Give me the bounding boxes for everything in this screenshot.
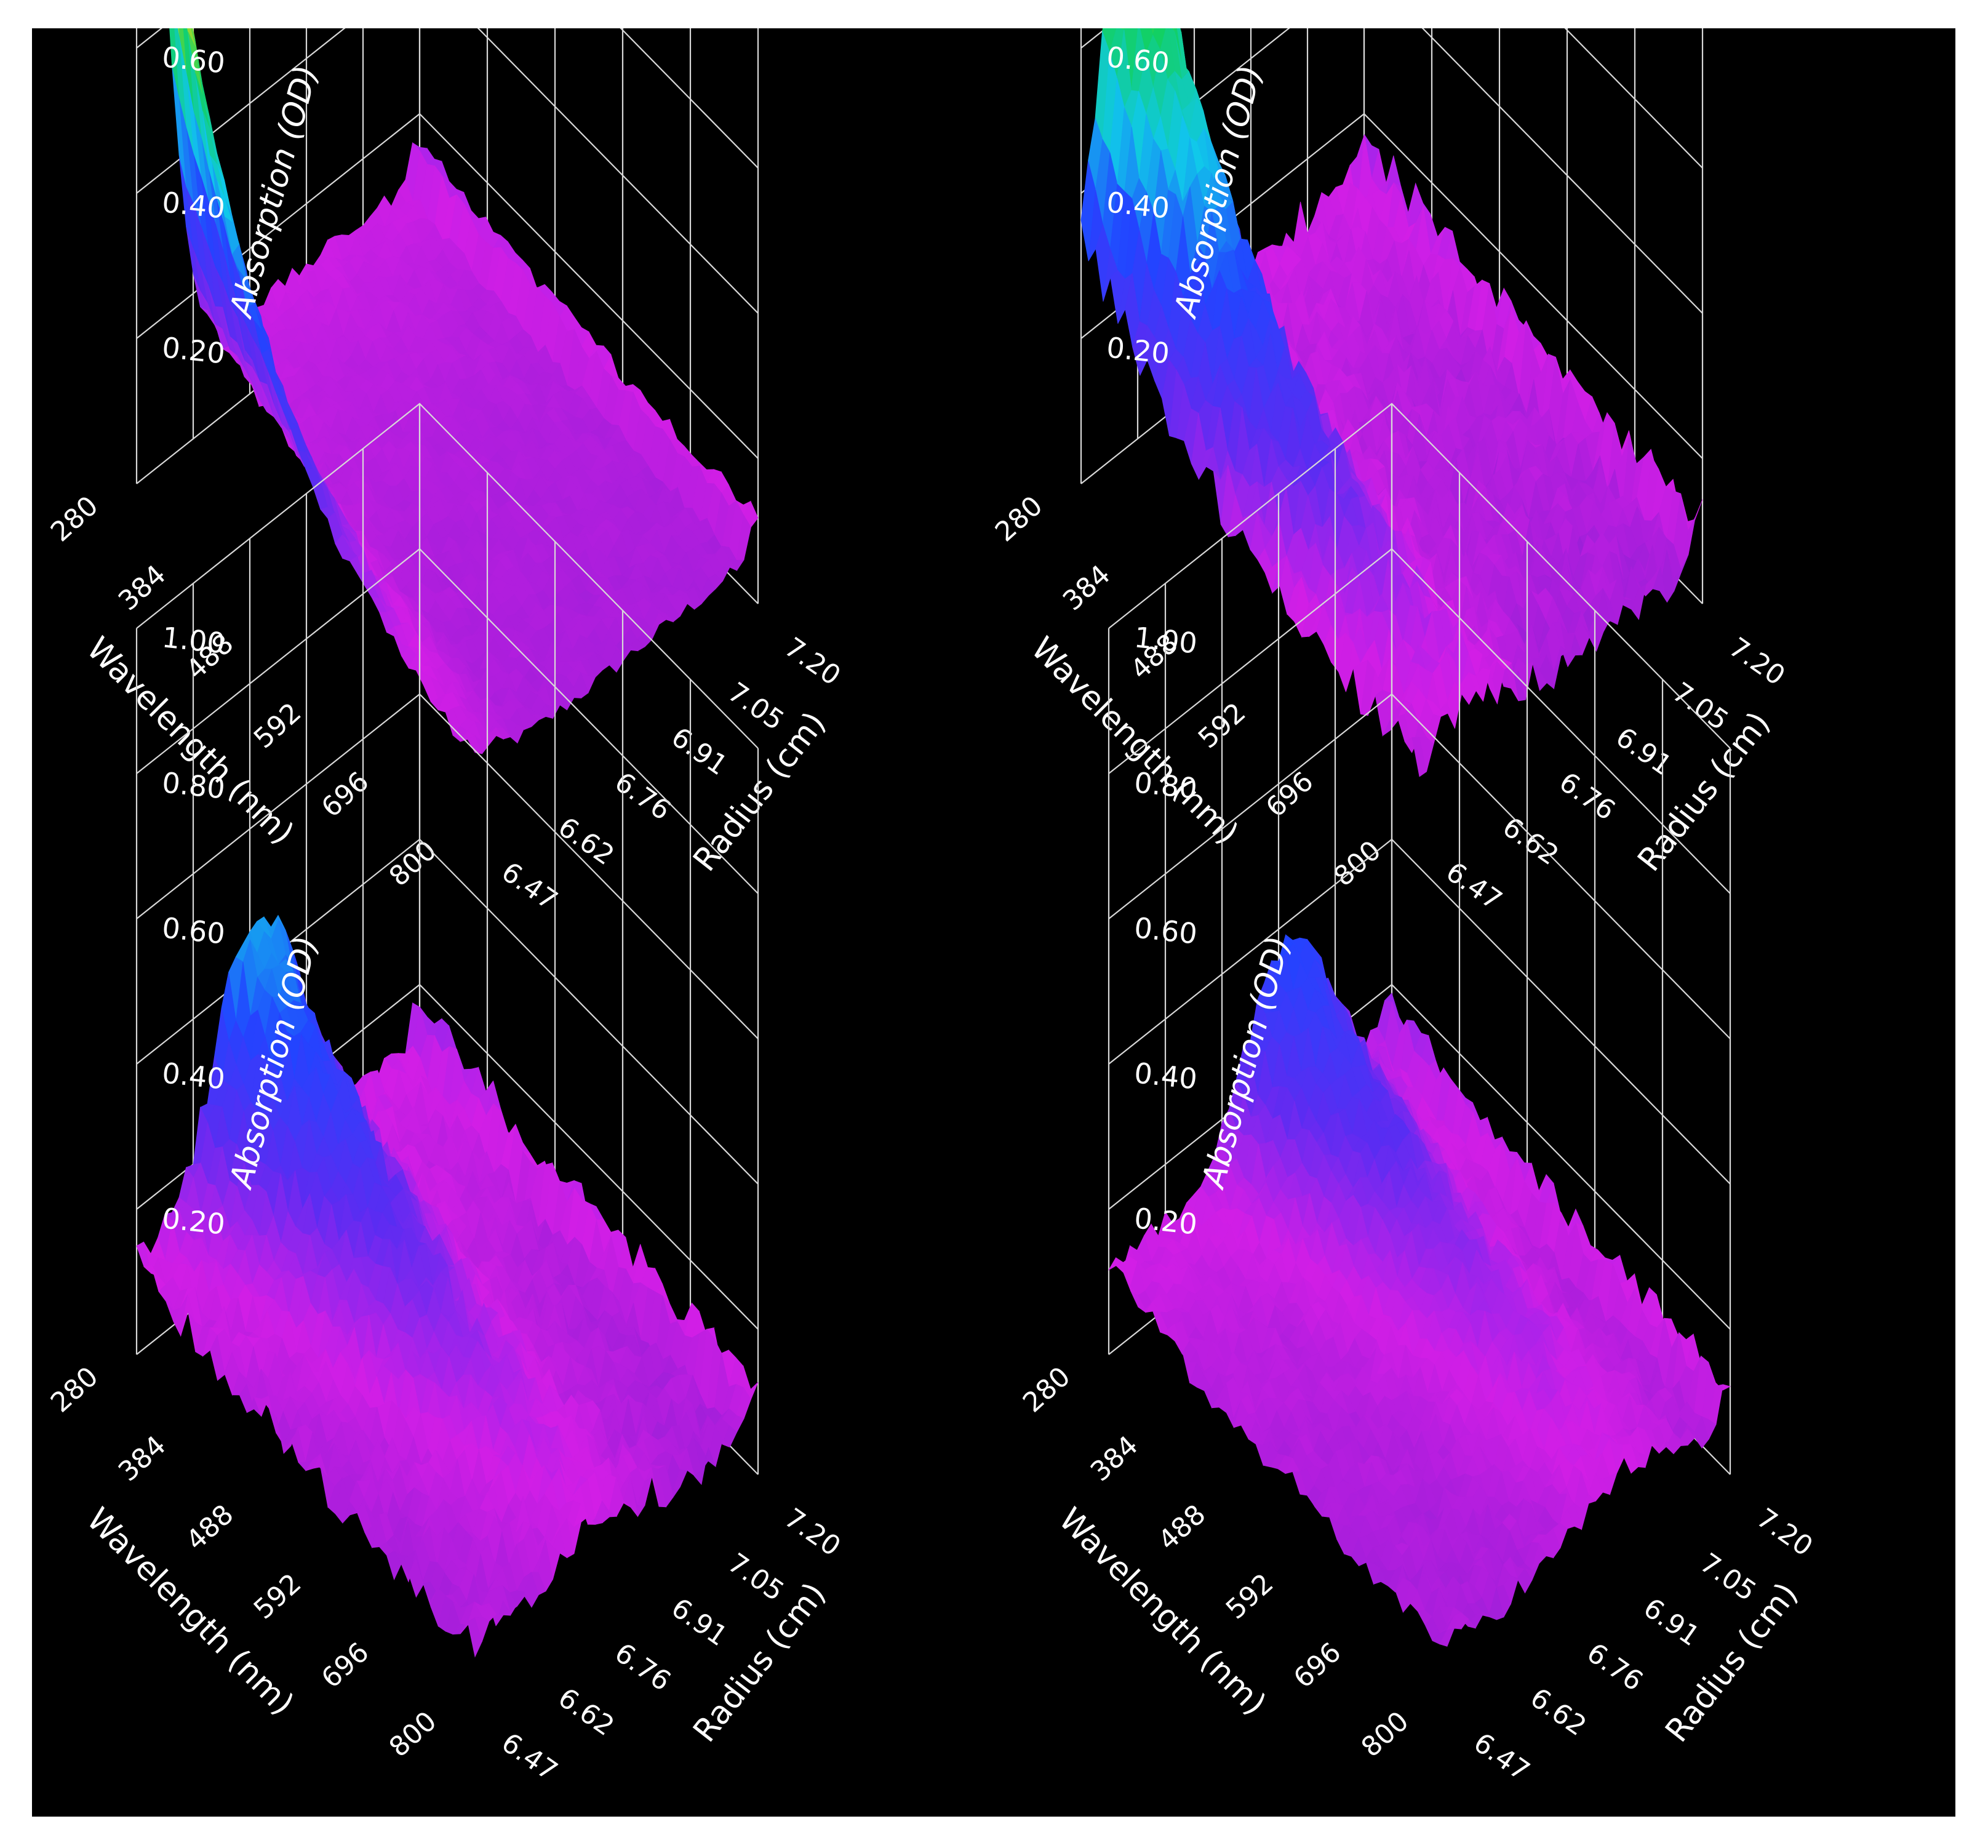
surface xyxy=(167,0,759,754)
y-tick-label: 6.76 xyxy=(1554,766,1621,826)
z-tick-label: 0.60 xyxy=(161,40,227,79)
surface xyxy=(136,914,759,1658)
z-tick-label: 0.20 xyxy=(161,330,227,370)
grid-line xyxy=(136,0,759,314)
y-axis-title: Radius (cm) xyxy=(686,705,833,879)
x-tick-label: 384 xyxy=(1057,559,1117,617)
y-tick-label: 6.47 xyxy=(496,856,564,916)
y-tick-label: 6.91 xyxy=(1610,721,1678,782)
x-tick-label: 592 xyxy=(248,697,308,754)
x-tick-label: 280 xyxy=(989,490,1049,548)
y-tick-label: 7.05 xyxy=(1667,676,1735,737)
x-tick-label: 280 xyxy=(45,490,105,548)
figure-panel: 280 384 488 592 696 800 6.47 6.62 6.76 6.91 7.05 7.… xyxy=(32,0,1955,1817)
y-tick-label: 6.62 xyxy=(1497,811,1565,871)
z-tick-label: 0.20 xyxy=(1105,330,1172,370)
x-tick-label: 696 xyxy=(316,766,375,823)
z-tick-label: 0.40 xyxy=(161,185,227,225)
y-tick-label: 6.62 xyxy=(553,811,620,871)
y-tick-label: 7.20 xyxy=(779,631,847,692)
y-tick-label: 6.91 xyxy=(666,721,733,782)
y-axis-title: Radius (cm) xyxy=(1631,705,1778,879)
grid-line xyxy=(136,0,759,169)
z-tick-label: 0.60 xyxy=(1105,40,1172,79)
y-tick-label: 7.05 xyxy=(722,676,790,737)
y-tick-label: 6.47 xyxy=(1440,856,1508,916)
z-tick-label: 0.40 xyxy=(1105,185,1172,225)
x-tick-label: 800 xyxy=(383,834,443,892)
y-tick-label: 7.20 xyxy=(1723,631,1791,692)
